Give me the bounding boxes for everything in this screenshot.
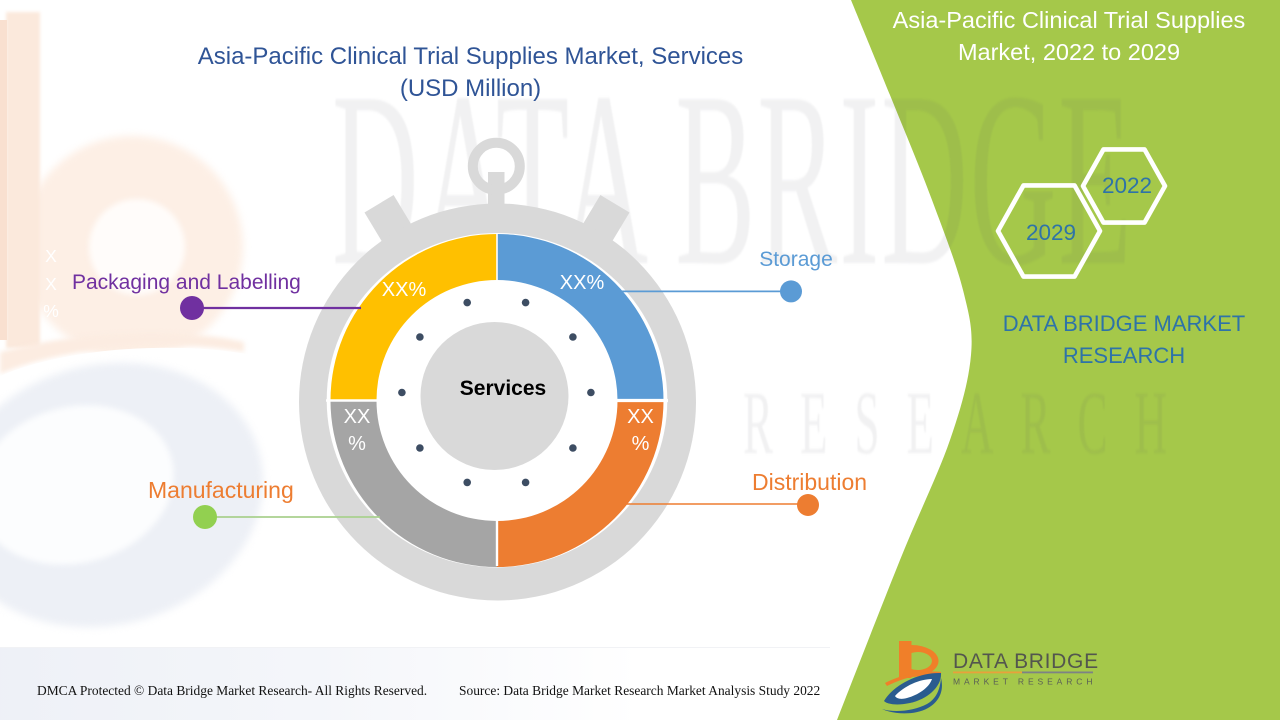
svg-text:DATA BRIDGE: DATA BRIDGE (953, 650, 1099, 673)
svg-text:MARKET RESEARCH: MARKET RESEARCH (953, 677, 1096, 687)
